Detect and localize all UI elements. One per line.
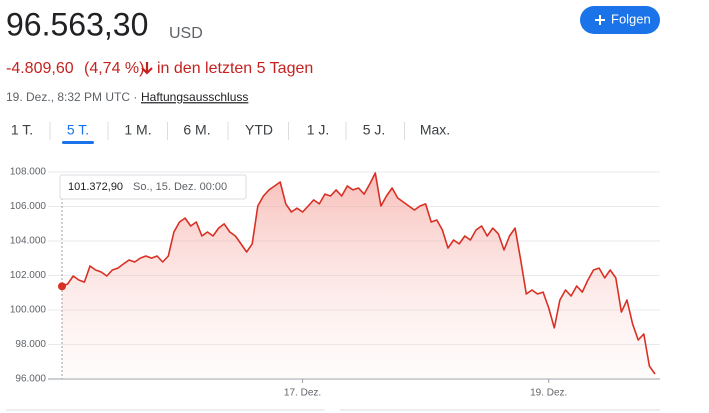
plus-icon xyxy=(595,15,605,25)
tab[interactable]: 5 T. xyxy=(67,122,89,138)
tab[interactable]: 6 M. xyxy=(183,122,210,138)
tab[interactable]: 1 T. xyxy=(11,122,33,138)
tab-underline xyxy=(62,141,94,144)
tooltip-box xyxy=(59,174,247,200)
area xyxy=(62,173,655,379)
down-arrow xyxy=(141,62,153,75)
button-bg[interactable] xyxy=(580,6,660,34)
price-line xyxy=(61,172,656,375)
y-tick-label: 96.000 xyxy=(15,374,46,385)
disclaimer-link[interactable]: Haftungsausschluss xyxy=(141,90,248,104)
tab[interactable]: Max. xyxy=(420,122,450,138)
price: 96.563,30 xyxy=(6,6,148,42)
x-tick-label: 19. Dez. xyxy=(530,388,567,399)
period: in den letzten 5 Tagen xyxy=(157,60,313,77)
y-tick-label: 106.000 xyxy=(10,201,47,212)
tab[interactable]: 1 J. xyxy=(307,122,330,138)
y-tick-label: 102.000 xyxy=(10,270,47,281)
y-tick-label: 98.000 xyxy=(15,339,46,350)
timestamp: 19. Dez., 8:32 PM UTC · xyxy=(6,90,137,104)
tab[interactable]: 5 J. xyxy=(363,122,386,138)
chart: 96.000 98.000 100.000 102.000 104.000 106.000… xyxy=(10,167,660,399)
tooltip-date: So., 15. Dez. 00:00 xyxy=(133,181,227,193)
range-tabs: 1 T. 5 T. 1 M. 6 M. YTD 1 J. 5 J. Max. xyxy=(11,122,450,144)
cursor-point xyxy=(58,282,66,291)
tab[interactable]: YTD xyxy=(245,122,273,138)
y-tick-label: 108.000 xyxy=(10,167,47,178)
button-label[interactable]: Folgen xyxy=(611,11,651,26)
y-tick-label: 104.000 xyxy=(10,236,47,247)
y-tick-label: 100.000 xyxy=(10,305,47,316)
follow-button[interactable]: Folgen xyxy=(580,6,660,34)
currency: USD xyxy=(169,25,203,42)
change: -4.809,60 xyxy=(6,60,74,77)
tab[interactable]: 1 M. xyxy=(124,122,151,138)
tooltip-value: 101.372,90 xyxy=(68,181,123,193)
change-pct: (4,74 %) xyxy=(84,60,144,77)
x-tick-label: 17. Dez. xyxy=(284,388,321,399)
